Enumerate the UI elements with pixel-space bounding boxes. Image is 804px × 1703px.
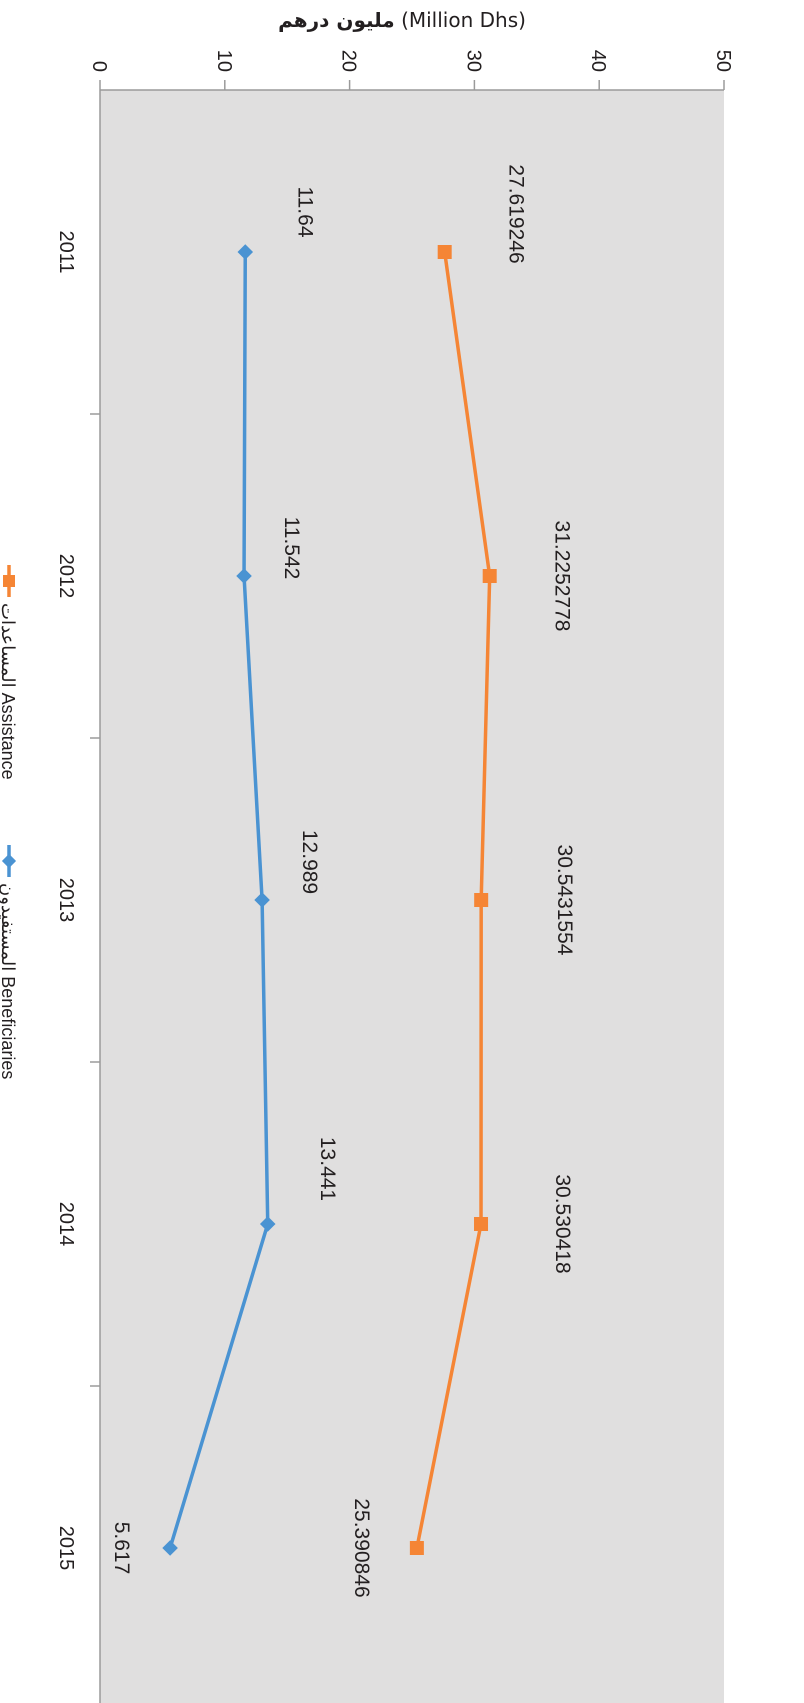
y-tick-label: 20 [338, 50, 360, 72]
chart-title: مليون درهم (Million Dhs) [0, 8, 804, 32]
data-point [482, 569, 497, 583]
data-point [474, 893, 489, 907]
data-point [474, 1217, 489, 1231]
x-tick-label: 2013 [55, 878, 77, 923]
data-label: 31.2252778 [551, 521, 574, 632]
data-point [162, 1540, 178, 1556]
legend-label: المستفيدون Beneficiaries [0, 883, 18, 1079]
data-point [259, 1216, 276, 1232]
chart-title-english: (Million Dhs) [401, 8, 526, 32]
y-tick-label: 0 [88, 61, 110, 72]
x-tick-label: 2015 [55, 1526, 77, 1571]
axes: 0 10 20 30 40 50 2011 2012 2013 2014 2015 [55, 50, 734, 1703]
x-tick-label: 2014 [55, 1202, 77, 1247]
y-tick-label: 50 [712, 50, 734, 72]
chart-root: 0 10 20 30 40 50 2011 2012 2013 2014 2015 27.61924… [0, 50, 734, 1703]
data-label: 27.619246 [505, 164, 528, 263]
data-point [409, 1541, 424, 1555]
data-label: 12.989 [298, 830, 321, 894]
series-assistance: 27.619246 31.2252778 30.5431554 30.530418 25… [350, 164, 576, 1597]
data-label: 13.441 [316, 1137, 339, 1201]
data-point [437, 245, 452, 259]
legend-item: المساعدات Assistance [0, 565, 18, 780]
y-tick-label: 10 [213, 50, 235, 72]
legend-marker [3, 575, 15, 587]
legend-marker [1, 853, 17, 869]
data-label: 25.390846 [350, 1498, 373, 1597]
data-label: 11.542 [280, 517, 303, 580]
data-point [236, 568, 252, 584]
legend-item: المستفيدون Beneficiaries [0, 845, 18, 1079]
data-label: 11.64 [293, 187, 316, 238]
x-tick-label: 2012 [55, 554, 77, 599]
data-label: 5.617 [110, 1522, 133, 1575]
series-layer: 27.619246 31.2252778 30.5431554 30.530418 25… [110, 164, 576, 1597]
chart-title-arabic: مليون درهم [278, 8, 395, 32]
data-point [237, 244, 254, 260]
data-label: 30.530418 [551, 1174, 574, 1273]
legend-label: المساعدات Assistance [0, 603, 18, 780]
legend: المساعدات Assistance المستفيدون Beneficia… [0, 565, 18, 1079]
y-tick-label: 40 [587, 50, 609, 72]
y-tick-label: 30 [462, 50, 484, 72]
series-beneficiaries: 11.64 11.542 12.989 13.441 5.617 [110, 187, 339, 1575]
data-point [254, 892, 270, 908]
data-label: 30.5431554 [553, 845, 576, 956]
x-tick-label: 2011 [55, 230, 77, 273]
plot-background [100, 90, 724, 1703]
